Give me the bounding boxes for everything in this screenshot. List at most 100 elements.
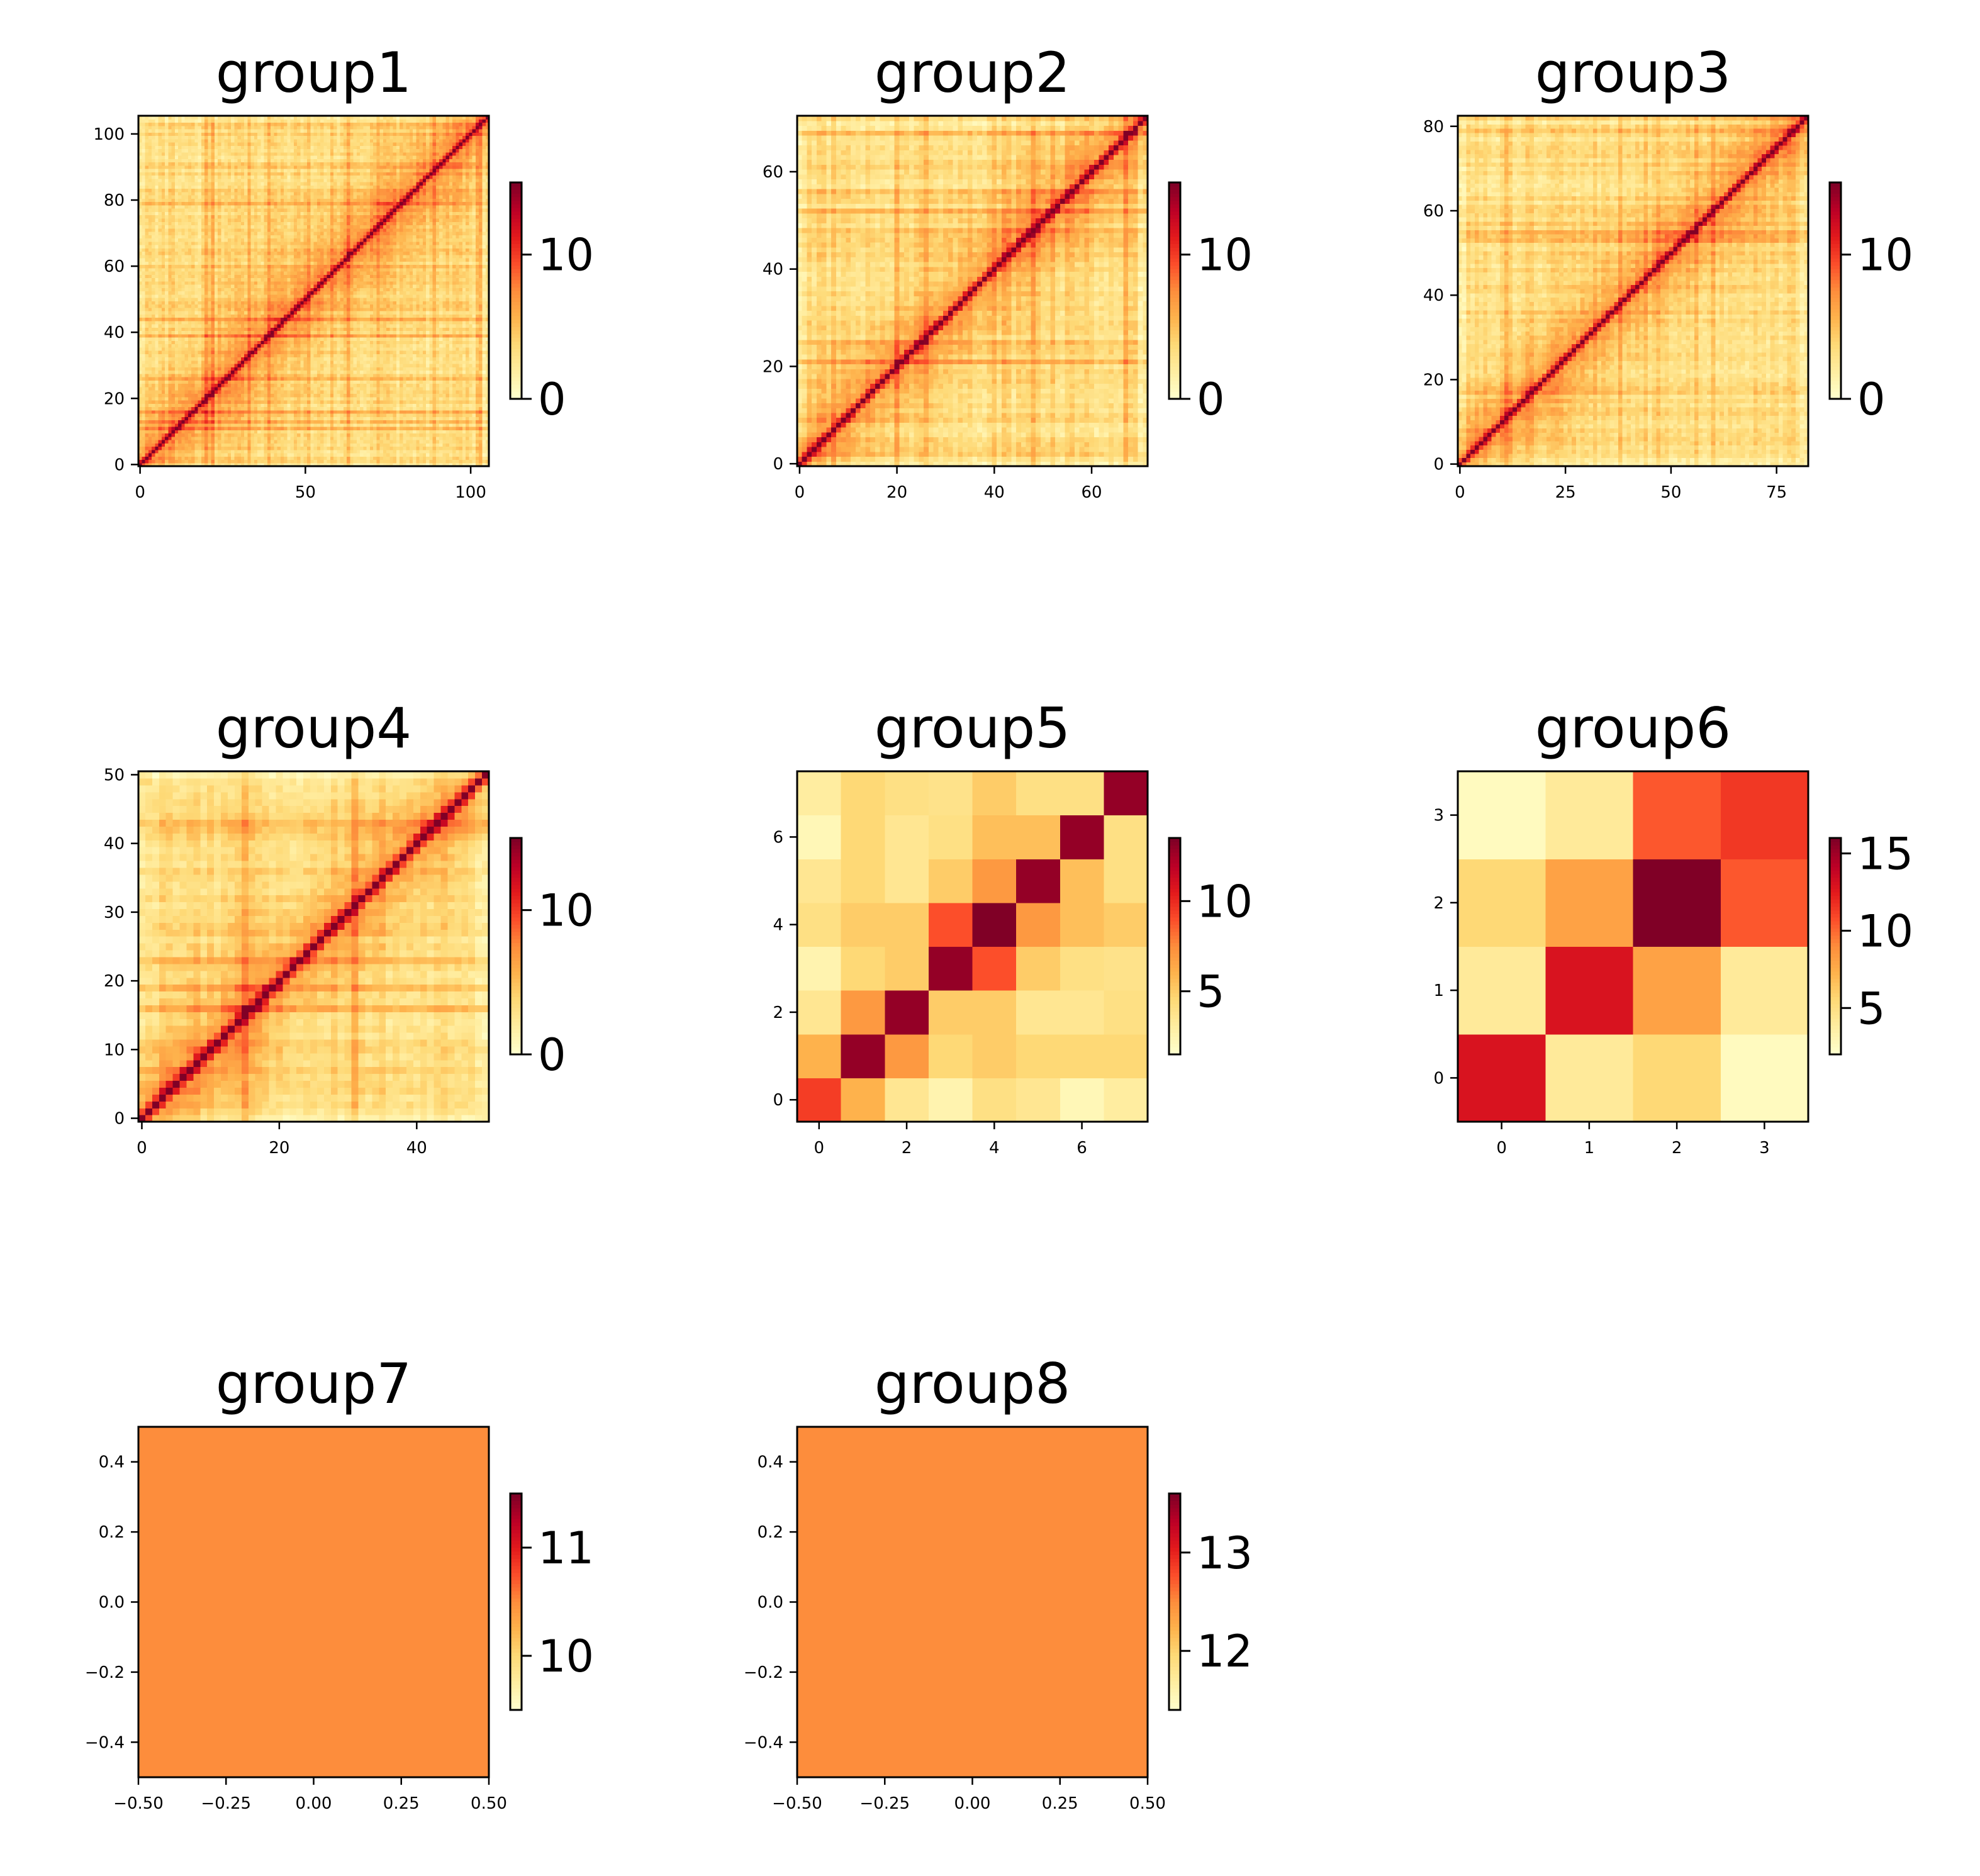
heatmap-cell <box>350 318 354 321</box>
heatmap-cell <box>225 459 228 463</box>
heatmap-cell <box>386 420 390 423</box>
heatmap-cell <box>159 456 162 460</box>
heatmap-cell <box>469 314 473 318</box>
heatmap-cell <box>413 331 417 335</box>
heatmap-cell <box>221 318 225 321</box>
heatmap-cell <box>370 344 374 348</box>
heatmap-cell <box>287 377 291 381</box>
heatmap-cell <box>436 324 440 328</box>
heatmap-cell <box>357 393 361 397</box>
heatmap-cell <box>148 364 152 367</box>
heatmap-cell <box>439 337 443 341</box>
heatmap-cell <box>244 337 248 341</box>
heatmap-cell <box>291 437 294 440</box>
heatmap-cell <box>257 318 261 321</box>
heatmap-cell <box>393 416 397 420</box>
heatmap-cell <box>330 459 334 463</box>
heatmap-cell <box>354 453 357 457</box>
heatmap-cell <box>215 403 218 407</box>
heatmap-cell <box>260 311 264 315</box>
heatmap-cell <box>393 384 397 388</box>
heatmap-cell <box>307 393 311 397</box>
heatmap-cell <box>148 324 152 328</box>
heatmap-cell <box>380 354 384 357</box>
heatmap-cell <box>386 433 390 437</box>
heatmap-cell <box>231 403 235 407</box>
heatmap-cell <box>449 334 453 338</box>
heatmap-cell <box>393 324 397 328</box>
heatmap-cell <box>215 456 218 460</box>
heatmap-cell <box>244 427 248 430</box>
heatmap-cell <box>159 393 162 397</box>
heatmap-cell <box>277 314 281 318</box>
heatmap-cell <box>466 430 469 433</box>
heatmap-cell <box>469 357 473 361</box>
heatmap-cell <box>188 450 192 454</box>
heatmap-cell <box>449 314 453 318</box>
heatmap-cell <box>406 440 410 444</box>
heatmap-cell <box>267 354 271 357</box>
heatmap-cell <box>386 443 390 447</box>
heatmap-cell <box>172 443 176 447</box>
heatmap-cell <box>145 377 149 381</box>
heatmap-cell <box>330 430 334 433</box>
heatmap-cell <box>238 456 242 460</box>
heatmap-cell <box>178 440 182 444</box>
heatmap-cell <box>178 350 182 354</box>
heatmap-cell <box>185 314 189 318</box>
heatmap-cell <box>228 360 232 364</box>
heatmap-cell <box>310 450 314 454</box>
heatmap-cell <box>165 308 169 311</box>
heatmap-cell <box>340 321 344 325</box>
heatmap-cell <box>198 427 202 430</box>
heatmap-cell <box>277 440 281 444</box>
heatmap-cell <box>314 420 318 423</box>
heatmap-cell <box>429 420 433 423</box>
heatmap-cell <box>350 364 354 367</box>
heatmap-cell <box>354 443 357 447</box>
heatmap-cell <box>159 459 162 463</box>
heatmap-cell <box>466 400 469 404</box>
heatmap-cell <box>429 437 433 440</box>
heatmap-cell <box>201 314 205 318</box>
heatmap-cell <box>476 430 479 433</box>
heatmap-cell <box>442 416 446 420</box>
heatmap-cell <box>142 390 145 394</box>
heatmap-cell <box>215 350 218 354</box>
heatmap-cell <box>300 327 304 331</box>
heatmap-cell <box>162 334 165 338</box>
heatmap-cell <box>198 371 202 374</box>
heatmap-cell <box>429 400 433 404</box>
heatmap-cell <box>317 311 321 315</box>
heatmap-cell <box>423 337 427 341</box>
heatmap-cell <box>191 357 195 361</box>
heatmap-cell <box>241 406 245 410</box>
heatmap-cell <box>145 314 149 318</box>
heatmap-cell <box>317 337 321 341</box>
heatmap-cell <box>191 364 195 367</box>
heatmap-cell <box>340 387 344 391</box>
heatmap-cell <box>162 324 165 328</box>
heatmap-cell <box>442 318 446 321</box>
heatmap-cell <box>433 450 437 454</box>
heatmap-cell <box>225 403 228 407</box>
heatmap-cell <box>201 459 205 463</box>
heatmap-cell <box>247 367 251 371</box>
heatmap-cell <box>413 413 417 417</box>
heatmap-cell <box>277 318 281 321</box>
heatmap-cell <box>181 397 185 401</box>
heatmap-cell <box>300 367 304 371</box>
heatmap-cell <box>320 367 324 371</box>
heatmap-cell <box>459 374 463 377</box>
heatmap-cell <box>310 406 314 410</box>
heatmap-cell <box>469 344 473 348</box>
heatmap-cell <box>396 324 400 328</box>
heatmap-cell <box>225 371 228 374</box>
heatmap-cell <box>367 340 371 344</box>
heatmap-cell <box>188 321 192 325</box>
heatmap-cell <box>162 350 165 354</box>
heatmap-cell <box>215 427 218 430</box>
heatmap-cell <box>181 453 185 457</box>
heatmap-cell <box>198 390 202 394</box>
heatmap-cell <box>194 318 198 321</box>
